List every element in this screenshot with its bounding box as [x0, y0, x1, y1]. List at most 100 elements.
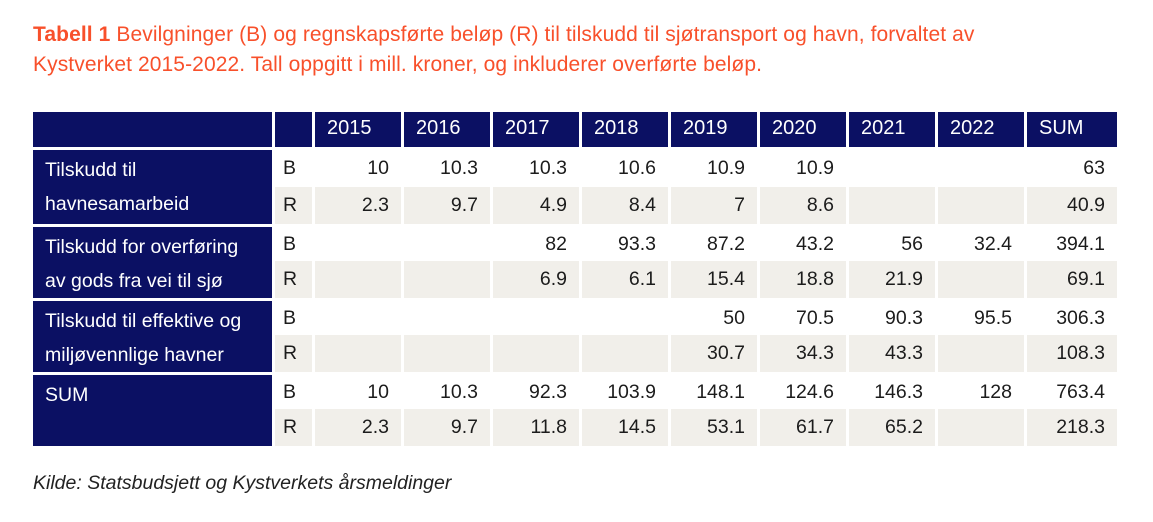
table-row-r: R 2.3 9.7 4.9 8.4 7 8.6 40.9: [33, 187, 1117, 224]
value-cell: 10.3: [493, 150, 582, 187]
value-cell: [938, 187, 1027, 224]
value-cell: 6.9: [493, 261, 582, 298]
value-cell: [315, 298, 404, 335]
value-cell: [493, 298, 582, 335]
value-cell: [315, 224, 404, 261]
page-title: Tabell 1 Bevilgninger (B) og regnskapsfø…: [33, 20, 1073, 80]
table-row-b: Tilskudd til effektive og miljøvennlige …: [33, 298, 1117, 372]
value-cell: 10.9: [671, 150, 760, 187]
table-row-b: Tilskudd til havnesamarbeid B 10 10.3 10…: [33, 150, 1117, 224]
value-cell: 90.3: [849, 298, 938, 335]
value-cell: 10: [315, 150, 404, 187]
value-cell: [938, 261, 1027, 298]
value-cell: 2.3: [315, 409, 404, 446]
value-cell: 148.1: [671, 372, 760, 409]
value-cell: 128: [938, 372, 1027, 409]
table-number-label: Tabell 1: [33, 23, 111, 46]
value-cell: 10.3: [404, 150, 493, 187]
value-cell: 2.3: [315, 187, 404, 224]
sum-value-cell: 108.3: [1027, 335, 1117, 372]
value-cell: 103.9: [582, 372, 671, 409]
value-cell: [404, 298, 493, 335]
source-citation: Kilde: Statsbudsjett og Kystverkets årsm…: [33, 472, 452, 494]
header-year-2016: 2016: [404, 112, 493, 150]
value-cell: 65.2: [849, 409, 938, 446]
row-type-cell: B: [275, 372, 315, 409]
value-cell: 95.5: [938, 298, 1027, 335]
value-cell: 43.2: [760, 224, 849, 261]
sum-value-cell: 218.3: [1027, 409, 1117, 446]
value-cell: 7: [671, 187, 760, 224]
value-cell: 87.2: [671, 224, 760, 261]
value-cell: 8.6: [760, 187, 849, 224]
row-group-label: Tilskudd til havnesamarbeid: [33, 150, 275, 224]
value-cell: 15.4: [671, 261, 760, 298]
value-cell: 32.4: [938, 224, 1027, 261]
row-group-label: Tilskudd til effektive og miljøvennlige …: [33, 298, 275, 372]
value-cell: 61.7: [760, 409, 849, 446]
value-cell: 21.9: [849, 261, 938, 298]
row-type-cell: R: [275, 409, 315, 446]
value-cell: [315, 261, 404, 298]
value-cell: [938, 409, 1027, 446]
value-cell: 92.3: [493, 372, 582, 409]
value-cell: 93.3: [582, 224, 671, 261]
header-year-2018: 2018: [582, 112, 671, 150]
value-cell: [938, 335, 1027, 372]
value-cell: 50: [671, 298, 760, 335]
sum-value-cell: 763.4: [1027, 372, 1117, 409]
value-cell: [938, 150, 1027, 187]
value-cell: 8.4: [582, 187, 671, 224]
value-cell: 30.7: [671, 335, 760, 372]
header-empty-br-cell: [275, 112, 315, 150]
value-cell: [315, 335, 404, 372]
value-cell: 146.3: [849, 372, 938, 409]
value-cell: 9.7: [404, 409, 493, 446]
header-year-2017: 2017: [493, 112, 582, 150]
value-cell: [404, 335, 493, 372]
value-cell: 10: [315, 372, 404, 409]
value-cell: [849, 187, 938, 224]
header-year-2019: 2019: [671, 112, 760, 150]
value-cell: 9.7: [404, 187, 493, 224]
value-cell: [404, 224, 493, 261]
table-caption: Bevilgninger (B) og regnskapsførte beløp…: [33, 23, 975, 76]
tabell-1: 2015 2016 2017 2018 2019 2020 2021 2022 …: [33, 112, 1117, 446]
value-cell: [582, 298, 671, 335]
value-cell: 18.8: [760, 261, 849, 298]
table-row-b: SUM B 10 10.3 92.3 103.9 148.1 124.6 146…: [33, 372, 1117, 446]
table-row-r: R 30.7 34.3 43.3 108.3: [33, 335, 1117, 372]
value-cell: 11.8: [493, 409, 582, 446]
sum-value-cell: 40.9: [1027, 187, 1117, 224]
table-row-r: R 2.3 9.7 11.8 14.5 53.1 61.7 65.2 218.3: [33, 409, 1117, 446]
header-year-2022: 2022: [938, 112, 1027, 150]
value-cell: [404, 261, 493, 298]
row-type-cell: B: [275, 224, 315, 261]
value-cell: 34.3: [760, 335, 849, 372]
row-group-label-sum: SUM: [33, 372, 275, 446]
sum-value-cell: 394.1: [1027, 224, 1117, 261]
header-year-2020: 2020: [760, 112, 849, 150]
row-type-cell: R: [275, 187, 315, 224]
row-type-cell: B: [275, 150, 315, 187]
value-cell: 53.1: [671, 409, 760, 446]
header-empty-label-cell: [33, 112, 275, 150]
table-row-r: R 6.9 6.1 15.4 18.8 21.9 69.1: [33, 261, 1117, 298]
value-cell: 10.9: [760, 150, 849, 187]
value-cell: 10.3: [404, 372, 493, 409]
row-type-cell: R: [275, 261, 315, 298]
value-cell: 56: [849, 224, 938, 261]
header-year-2021: 2021: [849, 112, 938, 150]
value-cell: [493, 335, 582, 372]
header-year-2015: 2015: [315, 112, 404, 150]
value-cell: 14.5: [582, 409, 671, 446]
value-cell: 43.3: [849, 335, 938, 372]
value-cell: 124.6: [760, 372, 849, 409]
value-cell: 4.9: [493, 187, 582, 224]
row-type-cell: B: [275, 298, 315, 335]
sum-value-cell: 306.3: [1027, 298, 1117, 335]
header-row: 2015 2016 2017 2018 2019 2020 2021 2022 …: [33, 112, 1117, 150]
value-cell: [849, 150, 938, 187]
row-group-label: Tilskudd for overføring av gods fra vei …: [33, 224, 275, 298]
